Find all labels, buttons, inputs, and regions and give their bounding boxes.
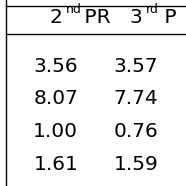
Text: PR: PR xyxy=(78,8,111,27)
Text: 1.61: 1.61 xyxy=(33,155,78,174)
Text: 3.57: 3.57 xyxy=(113,57,158,76)
Text: 2: 2 xyxy=(49,8,62,27)
Text: 1.59: 1.59 xyxy=(113,155,158,174)
Text: 3.56: 3.56 xyxy=(33,57,78,76)
Text: 7.74: 7.74 xyxy=(113,89,158,108)
Text: P: P xyxy=(158,8,177,27)
Text: rd: rd xyxy=(146,3,159,16)
Text: 3: 3 xyxy=(129,8,142,27)
Text: 0.76: 0.76 xyxy=(113,122,158,141)
Text: 1.00: 1.00 xyxy=(33,122,78,141)
Text: 8.07: 8.07 xyxy=(33,89,78,108)
Text: nd: nd xyxy=(66,3,82,16)
